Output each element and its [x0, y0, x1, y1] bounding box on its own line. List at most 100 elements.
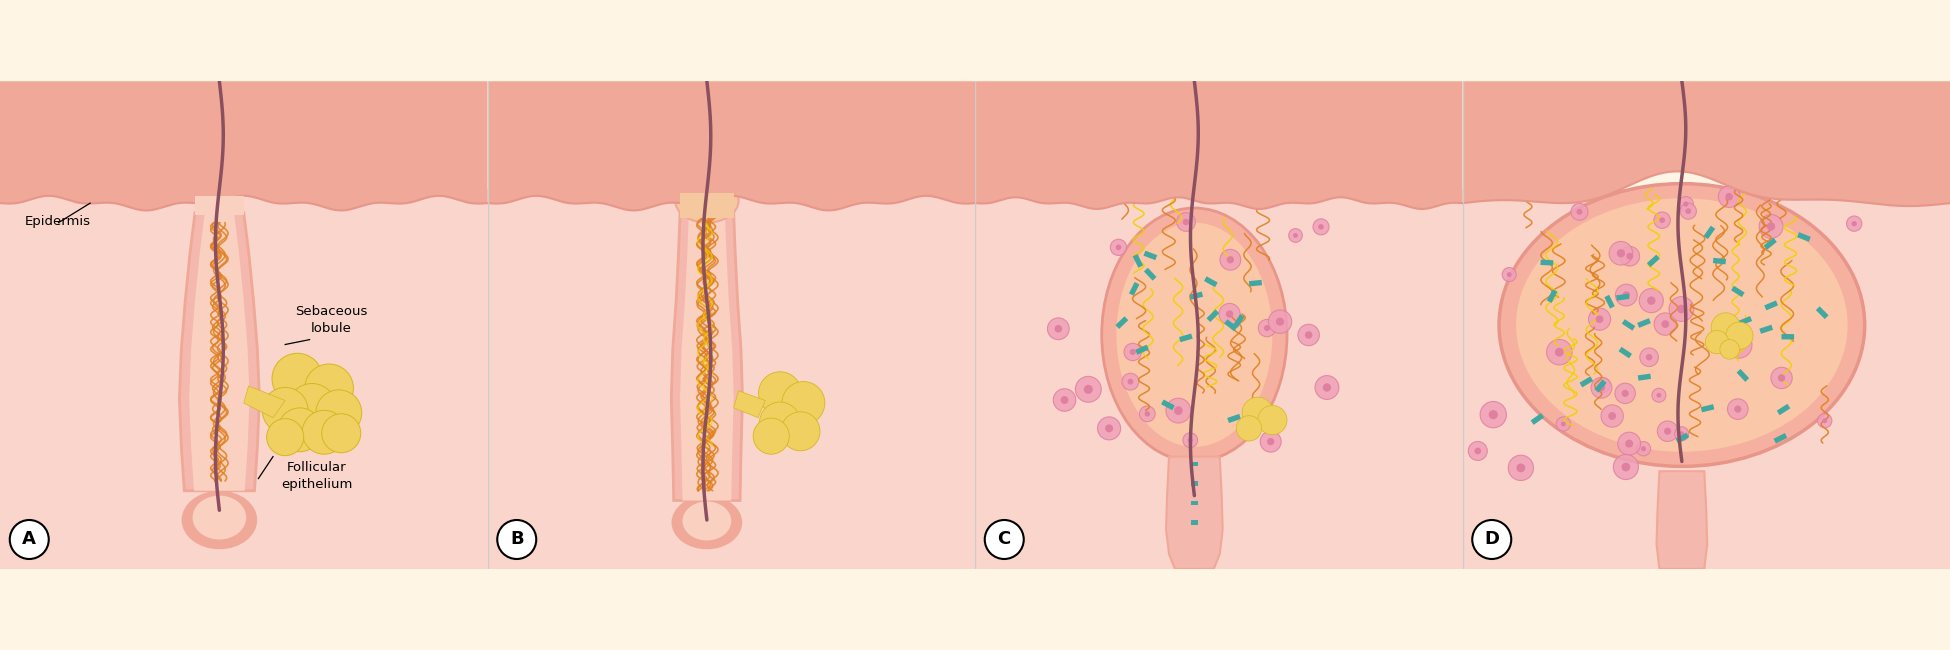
Circle shape [1609, 412, 1617, 420]
Ellipse shape [1517, 198, 1849, 452]
Polygon shape [0, 81, 488, 211]
Circle shape [1145, 411, 1150, 417]
Bar [1737, 369, 1749, 382]
Bar [1700, 404, 1714, 412]
Circle shape [1847, 216, 1862, 231]
Circle shape [1726, 193, 1734, 200]
Circle shape [10, 520, 49, 559]
Circle shape [1646, 354, 1652, 361]
Bar [1227, 414, 1240, 423]
Circle shape [1236, 416, 1262, 441]
Bar [1763, 238, 1776, 250]
Polygon shape [179, 213, 259, 491]
Circle shape [1679, 432, 1685, 436]
Bar [1531, 413, 1544, 425]
Bar [1580, 376, 1593, 387]
Polygon shape [1166, 456, 1223, 569]
Circle shape [1767, 222, 1774, 231]
Circle shape [985, 520, 1024, 559]
Circle shape [1654, 212, 1671, 228]
Circle shape [1098, 417, 1121, 440]
Bar [1765, 300, 1778, 310]
Circle shape [1084, 385, 1092, 394]
Ellipse shape [1115, 222, 1271, 447]
Bar [1712, 258, 1726, 265]
Circle shape [1851, 221, 1856, 226]
Circle shape [1289, 229, 1303, 242]
Bar [1782, 334, 1794, 339]
Circle shape [1591, 377, 1613, 398]
Circle shape [277, 408, 322, 452]
Circle shape [1188, 437, 1193, 443]
Circle shape [1546, 339, 1572, 365]
Bar [1232, 314, 1244, 328]
Text: C: C [998, 530, 1010, 549]
Bar [1143, 251, 1156, 260]
Circle shape [1759, 214, 1782, 239]
Circle shape [753, 418, 790, 454]
Polygon shape [0, 188, 488, 569]
Circle shape [1622, 463, 1630, 471]
Polygon shape [975, 81, 1462, 209]
Circle shape [1681, 203, 1696, 219]
Circle shape [1074, 376, 1102, 402]
Circle shape [1560, 421, 1566, 426]
Circle shape [1166, 398, 1191, 423]
Circle shape [261, 387, 308, 434]
Circle shape [1726, 332, 1751, 358]
Bar [1191, 462, 1197, 467]
Circle shape [1474, 448, 1482, 454]
Polygon shape [244, 386, 285, 418]
Polygon shape [1462, 81, 1950, 569]
Bar [1737, 316, 1753, 326]
Circle shape [1110, 239, 1127, 255]
Circle shape [1663, 428, 1671, 435]
Point [476, 565, 499, 573]
Circle shape [1123, 343, 1141, 361]
Circle shape [1258, 319, 1275, 337]
Circle shape [1640, 348, 1658, 367]
Bar [1618, 347, 1632, 358]
Circle shape [1472, 520, 1511, 559]
Polygon shape [671, 213, 743, 500]
Circle shape [1728, 399, 1747, 419]
Circle shape [1554, 348, 1564, 357]
Bar [1540, 259, 1554, 266]
Polygon shape [681, 194, 733, 218]
Text: B: B [511, 530, 523, 549]
Circle shape [1299, 324, 1320, 346]
Circle shape [1718, 186, 1739, 207]
Bar [1546, 289, 1558, 303]
Bar [1638, 374, 1652, 381]
Circle shape [1734, 341, 1743, 350]
Circle shape [267, 419, 304, 456]
Circle shape [497, 520, 536, 559]
Text: lobule: lobule [312, 322, 351, 335]
Bar [1648, 255, 1659, 267]
Circle shape [1293, 233, 1299, 238]
Bar [1115, 317, 1129, 329]
Circle shape [1318, 224, 1324, 229]
Text: A: A [21, 530, 37, 549]
Text: D: D [1484, 530, 1500, 549]
Ellipse shape [671, 495, 743, 549]
Bar [1135, 344, 1149, 355]
Circle shape [1595, 378, 1611, 393]
Circle shape [1176, 213, 1195, 231]
Polygon shape [975, 81, 1462, 569]
Circle shape [1622, 291, 1630, 299]
Circle shape [1648, 296, 1656, 305]
Circle shape [1615, 384, 1636, 404]
Polygon shape [975, 188, 1462, 569]
Text: Epidermis: Epidermis [23, 215, 90, 228]
Circle shape [1613, 454, 1638, 480]
Circle shape [760, 402, 801, 443]
Circle shape [759, 372, 801, 415]
Circle shape [1712, 313, 1739, 342]
Circle shape [1726, 322, 1753, 350]
Circle shape [1771, 367, 1792, 389]
Circle shape [1817, 413, 1831, 428]
Circle shape [1268, 310, 1291, 333]
Polygon shape [195, 196, 244, 215]
Circle shape [1242, 397, 1273, 428]
